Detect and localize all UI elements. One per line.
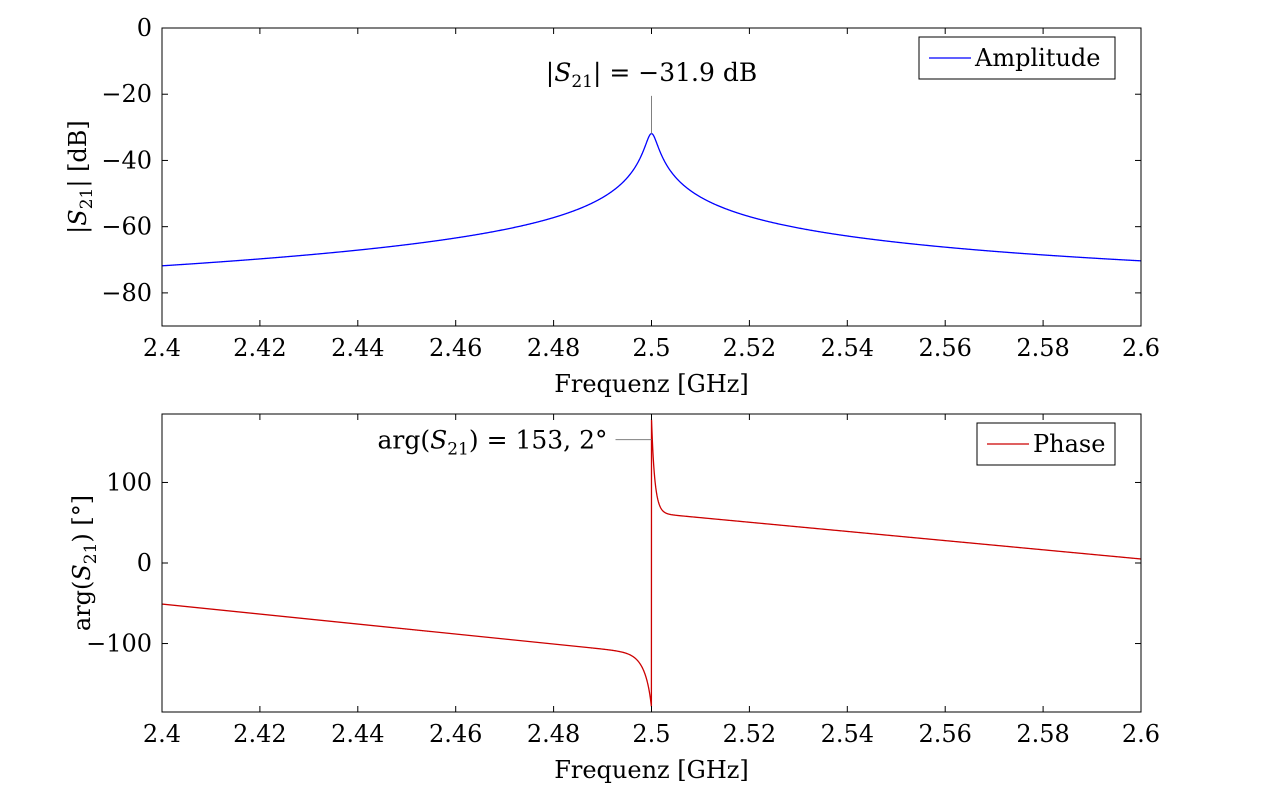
x-tick-label: 2.48	[527, 334, 580, 362]
y-axis-title: |S21| [dB]	[64, 120, 97, 234]
x-tick-label: 2.54	[821, 334, 874, 362]
annotation-label: |S21| = −31.9 dB	[546, 58, 757, 92]
y-tick-label: −20	[101, 80, 152, 108]
y-tick-label: 0	[137, 549, 152, 577]
x-tick-label: 2.5	[632, 334, 670, 362]
y-tick-label: −100	[86, 630, 152, 658]
x-tick-label: 2.52	[723, 720, 776, 748]
x-tick-label: 2.56	[918, 334, 971, 362]
x-tick-label: 2.4	[143, 720, 181, 748]
series-line-amplitude	[162, 132, 1141, 267]
x-tick-label: 2.5	[632, 720, 670, 748]
x-tick-label: 2.46	[429, 720, 482, 748]
y-tick-label: −60	[101, 213, 152, 241]
x-tick-label: 2.42	[233, 720, 286, 748]
x-tick-label: 2.52	[723, 334, 776, 362]
y-tick-label: 0	[137, 14, 152, 42]
x-tick-label: 2.48	[527, 720, 580, 748]
x-tick-label: 2.6	[1122, 720, 1160, 748]
x-tick-label: 2.58	[1016, 334, 1069, 362]
x-tick-label: 2.54	[821, 720, 874, 748]
y-tick-label: −40	[101, 146, 152, 174]
legend-label: Phase	[1033, 430, 1105, 458]
x-tick-label: 2.46	[429, 334, 482, 362]
y-tick-label: −80	[101, 279, 152, 307]
x-tick-label: 2.44	[331, 720, 384, 748]
chart-1: 2.4 2.42 2.44 2.46 2.48 2.5 2.52 2.54 2.56 2.58 2.…	[64, 14, 1160, 398]
x-axis-title: Frequenz [GHz]	[554, 370, 749, 398]
chart-2: 2.4 2.42 2.44 2.46 2.48 2.5 2.52 2.54 2.56 2.58 2.…	[68, 413, 1160, 784]
x-tick-label: 2.44	[331, 334, 384, 362]
x-tick-label: 2.4	[143, 334, 181, 362]
x-axis-title: Frequenz [GHz]	[554, 756, 749, 784]
x-tick-label: 2.42	[233, 334, 286, 362]
annotation-label: arg(S21) = 153, 2°	[377, 426, 607, 460]
x-tick-label: 2.6	[1122, 334, 1160, 362]
x-tick-label: 2.56	[918, 720, 971, 748]
legend-label: Amplitude	[974, 44, 1100, 72]
y-tick-label: 100	[106, 468, 152, 496]
x-tick-label: 2.58	[1016, 720, 1069, 748]
y-axis-title: arg(S21) [°]	[68, 495, 101, 631]
